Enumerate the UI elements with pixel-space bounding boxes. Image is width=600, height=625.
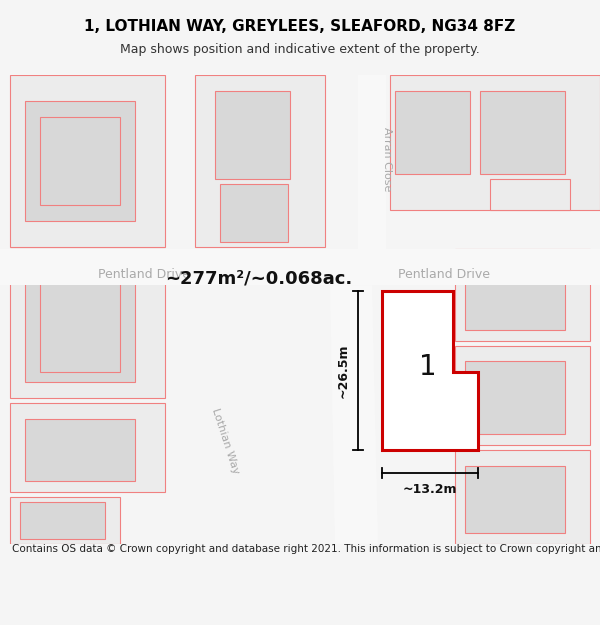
- Polygon shape: [25, 101, 135, 221]
- Text: 1, LOTHIAN WAY, GREYLEES, SLEAFORD, NG34 8FZ: 1, LOTHIAN WAY, GREYLEES, SLEAFORD, NG34…: [85, 19, 515, 34]
- Polygon shape: [10, 403, 165, 492]
- Polygon shape: [40, 117, 120, 205]
- Polygon shape: [195, 75, 325, 247]
- Polygon shape: [382, 291, 478, 450]
- Polygon shape: [25, 268, 135, 382]
- Text: ~26.5m: ~26.5m: [337, 343, 350, 398]
- Text: Pentland Drive: Pentland Drive: [398, 268, 490, 281]
- Polygon shape: [465, 466, 565, 533]
- Polygon shape: [390, 75, 600, 211]
- Text: ~277m²/~0.068ac.: ~277m²/~0.068ac.: [165, 269, 352, 287]
- Polygon shape: [455, 346, 590, 445]
- Polygon shape: [465, 361, 565, 434]
- Polygon shape: [10, 497, 120, 544]
- Polygon shape: [0, 249, 600, 286]
- Text: Arran Close: Arran Close: [382, 127, 392, 191]
- Text: Lothian Way: Lothian Way: [209, 406, 241, 475]
- Polygon shape: [330, 286, 378, 544]
- Polygon shape: [0, 249, 600, 286]
- Polygon shape: [358, 75, 386, 252]
- Polygon shape: [10, 249, 165, 398]
- Polygon shape: [358, 75, 386, 252]
- Text: Contains OS data © Crown copyright and database right 2021. This information is : Contains OS data © Crown copyright and d…: [12, 544, 600, 554]
- Polygon shape: [455, 249, 590, 341]
- Text: Pentland Drive: Pentland Drive: [98, 268, 190, 281]
- Polygon shape: [465, 262, 565, 330]
- Text: 1: 1: [419, 352, 437, 381]
- Polygon shape: [480, 91, 565, 174]
- Polygon shape: [10, 75, 165, 247]
- Polygon shape: [490, 179, 570, 211]
- Polygon shape: [330, 286, 378, 544]
- Polygon shape: [395, 91, 470, 174]
- Text: Map shows position and indicative extent of the property.: Map shows position and indicative extent…: [120, 43, 480, 56]
- Polygon shape: [20, 502, 105, 539]
- Polygon shape: [40, 283, 120, 372]
- Polygon shape: [25, 419, 135, 481]
- Polygon shape: [215, 91, 290, 179]
- Polygon shape: [220, 184, 288, 242]
- Text: ~13.2m: ~13.2m: [403, 483, 457, 496]
- Polygon shape: [455, 450, 590, 544]
